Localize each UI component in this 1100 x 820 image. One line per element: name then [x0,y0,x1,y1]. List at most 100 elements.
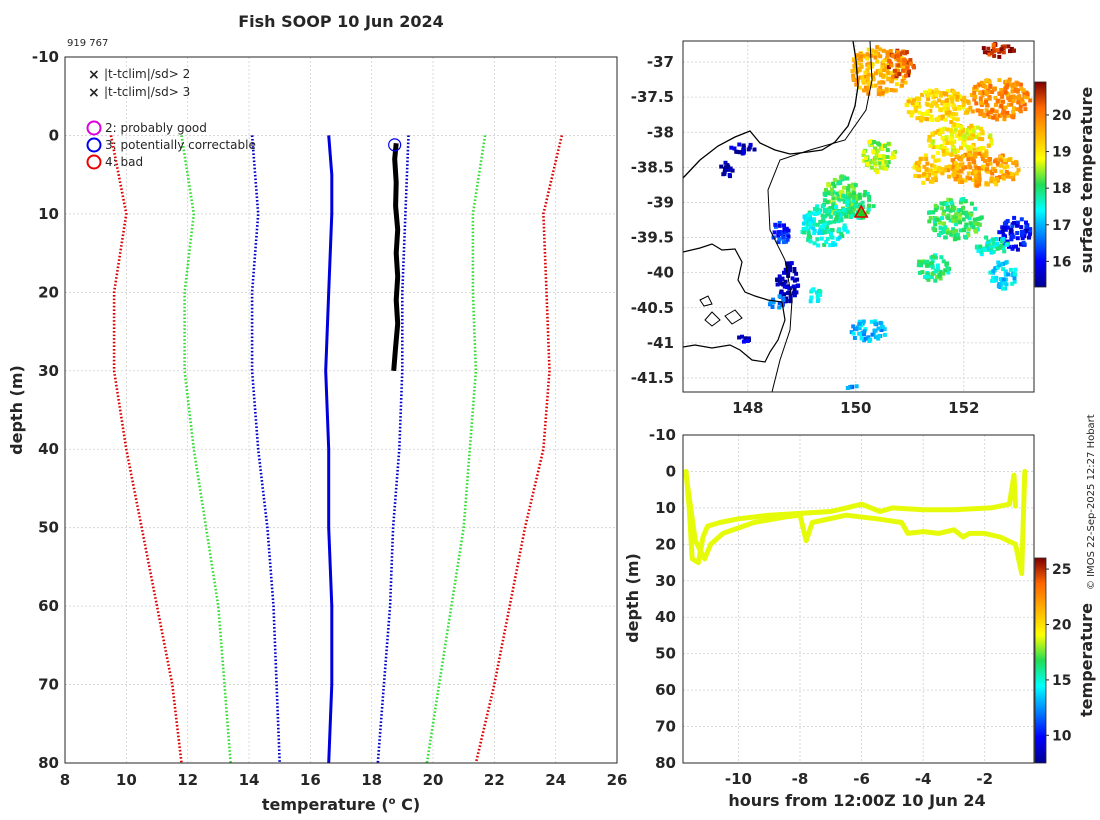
sst-pixel [974,87,979,92]
sst-pixel [937,233,941,237]
sst-pixel [850,210,855,215]
sst-pixel [840,174,845,179]
sst-pixel [906,110,911,115]
sst-pixel [842,223,847,228]
sst-pixel [985,241,990,246]
map-x-ticks: 148 150 152 [732,399,979,417]
sst-pixel [817,231,822,236]
legend-circle-magenta-icon [86,120,102,136]
legend-label: |t-tclim|/sd> 2 [104,67,190,81]
sst-pixel [1002,241,1007,246]
sst-pixel [974,101,979,106]
sst-pixel [943,117,948,122]
sst-pixel [878,47,883,52]
series-line [391,143,401,372]
sst-pixel [812,222,817,227]
y-tick-label: -39 [647,193,674,211]
sst-pixel [881,154,886,159]
sst-pixel [853,183,858,188]
sst-pixel [999,262,1004,267]
sst-pixel [960,105,965,110]
sst-pixel [941,100,946,105]
sst-pixel [951,112,956,116]
colorbar-tick-label: 15 [1052,673,1071,689]
legend-cross-red-icon: × [88,85,100,101]
sst-pixel [781,298,786,302]
sst-pixel [936,150,941,155]
sst-pixel [1002,117,1007,122]
sst-pixel [952,229,957,234]
sst-pixel [882,327,887,332]
sst-pixel [1008,267,1013,272]
sst-pixel [960,128,965,133]
sst-pixel [982,81,987,86]
sst-pixel [992,278,996,283]
sst-pixel [882,68,886,73]
sst-pixel [880,146,885,151]
profile-series [109,135,564,764]
y-tick-label: 20 [655,535,676,553]
sst-pixel [933,172,938,177]
sst-pixel [968,176,972,181]
sst-pixel [970,109,975,114]
sst-pixel [867,194,872,199]
sst-pixel [940,136,945,140]
sst-pixel [960,180,965,184]
sst-pixel [936,158,941,163]
sst-pixel [1006,272,1011,277]
sst-pixel [741,143,746,148]
sst-pixel [882,332,887,337]
sst-pixel [906,99,911,104]
sst-pixel [785,237,790,242]
sst-pixel [782,223,786,228]
sst-pixel [1018,104,1023,109]
track-line [683,468,1028,576]
sst-pixel [984,89,989,94]
sst-pixel [959,157,964,162]
sst-pixel [944,135,949,140]
sst-pixel [896,63,901,68]
sst-pixel [1020,100,1025,105]
sst-pixel [875,170,880,175]
sst-pixel [889,88,894,92]
sst-pixel [887,58,892,63]
sst-pixel [852,67,857,72]
sst-pixel [862,329,867,334]
sst-pixel [963,178,968,183]
sst-pixel [857,192,862,197]
sst-pixel [971,129,976,134]
depth-time-x-label: hours from 12:00Z 10 Jun 24 [728,791,985,810]
colorbar-tick-label: 20 [1052,108,1072,124]
sst-pixel [983,84,988,89]
sst-pixel [976,132,981,137]
sst-pixel [803,217,808,222]
sst-pixel [924,157,929,162]
sst-pixel [784,226,789,231]
sst-pixel [935,90,940,95]
sst-pixel [917,97,922,101]
sst-pixel [854,327,859,332]
sst-pixel [1027,232,1032,237]
sst-pixel [837,235,842,240]
sst-pixel [842,199,847,204]
sst-pixel [1004,242,1009,247]
sst-pixel [939,116,944,121]
sst-pixel [958,162,963,167]
sst-pixel [993,180,997,185]
sst-pixel [831,190,836,195]
depth-time-axes-frame [682,434,1035,764]
sst-pixel [1014,163,1019,168]
sst-pixel [1005,174,1010,179]
sst-pixel [925,161,930,166]
sst-pixel [915,116,920,121]
sst-pixel [923,260,927,265]
sst-pixel [871,158,876,163]
sst-pixel [777,274,782,279]
sst-pixel [871,149,876,154]
sst-map: 148 150 152 -37 -37.5 -38 -38.5 -39 -39.5 -40 -40… [631,40,1096,417]
sst-pixel [994,237,999,241]
sst-pixel [815,237,820,242]
sst-pixel [806,228,811,233]
sst-pixel [991,240,996,245]
sst-pixel [831,181,836,186]
